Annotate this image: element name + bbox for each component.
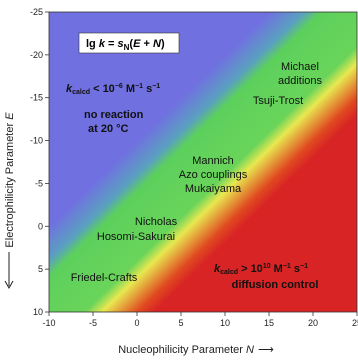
reactivity-heatmap — [49, 12, 357, 312]
x-tick-label: 15 — [264, 318, 274, 328]
hosomi-sakurai-label: Hosomi-Sakurai — [97, 231, 175, 243]
tsuji-trost-label: Tsuji-Trost — [253, 95, 303, 107]
y-tick-label: 5 — [38, 264, 43, 274]
x-tick-label: 20 — [308, 318, 318, 328]
equation-frame — [78, 32, 180, 54]
y-tick-label: -25 — [30, 7, 43, 17]
x-tick-label: -5 — [89, 318, 97, 328]
y-tick-label: -5 — [35, 178, 43, 188]
additions-label: additions — [278, 75, 323, 87]
equation-box: lg k = sN(E + N) — [78, 32, 180, 54]
y-tick-label: 0 — [38, 221, 43, 231]
temperature-label: at 20 °C — [88, 123, 129, 135]
equation-text: lg k = sN(E + N) — [86, 38, 165, 52]
plot-area — [49, 12, 357, 312]
x-axis-title: Nucleophilicity Parameter N ⟶ — [118, 344, 274, 356]
x-tick-label: 5 — [178, 318, 183, 328]
x-tick-label: 0 — [134, 318, 139, 328]
nicholas-label: Nicholas — [135, 216, 178, 228]
mukaiyama-label: Mukaiyama — [185, 183, 242, 195]
mannich-label: Mannich — [192, 155, 234, 167]
y-tick-label: 10 — [33, 307, 43, 317]
x-axis: -10 -5 0 5 10 15 20 25 — [42, 312, 358, 328]
y-axis-title: Electrophilicity Parameter E — [4, 112, 16, 248]
x-tick-label: 10 — [220, 318, 230, 328]
y-axis-arrow — [4, 252, 14, 290]
high-k-label: kcalcd > 1010 M−1 s−1 — [214, 263, 308, 276]
low-k-label: kcalcd < 10−6 M−1 s−1 — [66, 83, 160, 96]
y-tick-label: -15 — [30, 93, 43, 103]
no-reaction-label: no reaction — [84, 109, 144, 121]
diffusion-control-label: diffusion control — [232, 279, 319, 291]
y-tick-label: -10 — [30, 136, 43, 146]
y-axis: -25 -20 -15 -10 -5 0 5 10 — [30, 7, 49, 317]
friedel-crafts-label: Friedel-Crafts — [71, 272, 138, 284]
azo-couplings-label: Azo couplings — [179, 169, 248, 181]
y-axis-title-group: Electrophilicity Parameter E — [4, 112, 16, 248]
michael-label: Michael — [281, 61, 319, 73]
plot-frame — [48, 11, 358, 313]
x-tick-label: 25 — [352, 318, 358, 328]
x-tick-label: -10 — [42, 318, 55, 328]
y-tick-label: -20 — [30, 50, 43, 60]
